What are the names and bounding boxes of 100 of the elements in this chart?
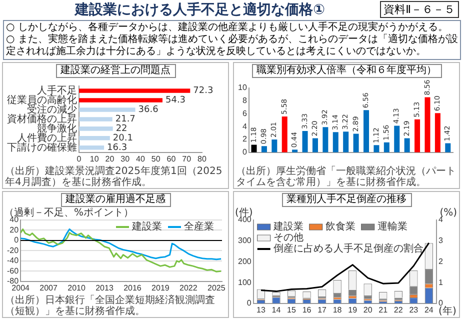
bar bbox=[322, 127, 328, 152]
bar bbox=[79, 108, 136, 112]
bar bbox=[79, 88, 190, 93]
bar bbox=[434, 113, 440, 152]
x-tick-label: 2016 bbox=[124, 283, 142, 292]
bar bbox=[79, 98, 162, 102]
y2-tick-label: 2 bbox=[438, 256, 444, 266]
chart-title: 建設業の雇用過不足感 bbox=[60, 193, 170, 207]
x-tick-label: 19 bbox=[348, 305, 358, 314]
data-label: 21.7 bbox=[115, 114, 136, 125]
x-tick-label: 21 bbox=[378, 305, 388, 314]
x-tick-label: 70 bbox=[182, 154, 192, 164]
x-tick-label: 17 bbox=[318, 305, 328, 314]
x-tick-label: 2004 bbox=[12, 283, 30, 292]
x-tick-label: 2019 bbox=[152, 283, 170, 292]
data-label: 72.3 bbox=[193, 86, 214, 96]
text: （出所）厚生労働省「一般職業紹介状況（パートタイムを含む常用）」を基に財務省作成。 bbox=[235, 166, 457, 188]
y-tick-label: -20 bbox=[7, 246, 20, 255]
x-tick-label: 22 bbox=[394, 305, 404, 314]
y-tick-label: 2 bbox=[242, 134, 248, 144]
legend-label: 倒産に占める人手不足倒産の割合 bbox=[273, 242, 424, 255]
y-tick-label: 400 bbox=[238, 215, 252, 224]
bar bbox=[364, 110, 370, 152]
x-tick-label: 2013 bbox=[96, 283, 114, 292]
y-tick-label: -40 bbox=[7, 256, 20, 266]
y-tick-label: 8 bbox=[242, 96, 248, 106]
chart-title: 建設業の経営上の問題点 bbox=[56, 64, 176, 78]
y-tick-label: 0 bbox=[242, 148, 248, 157]
y-tick-label: 40 bbox=[10, 215, 20, 224]
chart-title: 職業別有効求人倍率（令和６年度平均） bbox=[252, 64, 442, 78]
bar bbox=[343, 132, 349, 152]
bar bbox=[353, 134, 359, 152]
text: 建設業における人手不足と適切な価格① bbox=[75, 2, 325, 18]
bar bbox=[282, 116, 288, 152]
y-tick-label: 資材価格の上昇 bbox=[7, 112, 77, 125]
bar bbox=[312, 138, 318, 152]
bar bbox=[79, 117, 112, 122]
y2-tick-label: 4 bbox=[438, 215, 444, 224]
text: （出所）建設業景況調査2025年度第1回（2025年4月調査）を基に財務省作成。 bbox=[4, 166, 224, 188]
text: 資料Ⅱ－６－５ bbox=[380, 1, 459, 18]
x-tick-label: 60 bbox=[166, 154, 176, 164]
x-tick-label: 80 bbox=[198, 154, 207, 164]
x-tick-label: 23 bbox=[409, 305, 419, 314]
x-tick-label: 10 bbox=[90, 154, 100, 164]
bar bbox=[332, 132, 338, 152]
data-label: 54.3 bbox=[165, 96, 186, 106]
x-tick-label: 20 bbox=[363, 305, 373, 314]
y-tick-label: 10 bbox=[238, 83, 248, 92]
x-tick-label: 2025 bbox=[208, 283, 226, 292]
bar bbox=[424, 97, 430, 152]
legend-label: 全産業 bbox=[184, 220, 214, 233]
bar bbox=[261, 146, 267, 152]
y-tick-label: 0 bbox=[246, 298, 252, 308]
x-tick-label: 40 bbox=[136, 154, 146, 164]
y-tick-label: -60 bbox=[7, 266, 20, 276]
x-tick-label: 13 bbox=[256, 305, 266, 314]
x-tick-label: 14 bbox=[272, 305, 282, 314]
y2-tick-label: 3 bbox=[438, 236, 444, 246]
y-tick-label: 100 bbox=[238, 278, 252, 287]
y-tick-label: 人手不足 bbox=[37, 84, 77, 96]
y-tick-label: 300 bbox=[238, 236, 252, 246]
y-tick-label: 200 bbox=[238, 256, 252, 266]
x-tick-label: 15 bbox=[287, 305, 297, 314]
y-tick-label: 6 bbox=[242, 108, 248, 118]
bar bbox=[384, 142, 390, 152]
legend-label: 建設業 bbox=[131, 220, 162, 233]
data-label: 22 bbox=[116, 124, 128, 134]
legend-label: その他 bbox=[273, 232, 304, 244]
data-label: 20.1 bbox=[112, 134, 133, 144]
x-tick-label: 16 bbox=[302, 305, 312, 314]
y-tick-label: 競争激化 bbox=[37, 122, 77, 134]
legend-label: 建設業 bbox=[272, 220, 304, 233]
bar bbox=[414, 119, 420, 152]
bar bbox=[79, 146, 104, 150]
legend-label: 運輸業 bbox=[377, 220, 408, 233]
y-tick-label: 20 bbox=[10, 225, 20, 234]
bar bbox=[79, 126, 113, 131]
bar bbox=[251, 144, 257, 152]
chart-title: 業種別人手不足倒産の推移 bbox=[282, 193, 412, 207]
x-tick-label: 2007 bbox=[40, 283, 58, 292]
text: ○ また、実態を踏まえた価格転嫁等は進めていく必要があるが、これらのデータは「適切な価格が設定されれば施工余力は十分にある」ような状況を反映しているとは考えにくいのではないか。 bbox=[6, 34, 458, 58]
y2-tick-label: 1 bbox=[438, 278, 444, 287]
x-tick-label: 24 bbox=[424, 305, 434, 314]
x-tick-label: 2022 bbox=[180, 283, 198, 292]
legend-label: 飲食業 bbox=[325, 220, 356, 233]
y-tick-label: 4 bbox=[242, 122, 248, 131]
x-tick-label: 50 bbox=[151, 154, 161, 164]
bar bbox=[79, 136, 110, 140]
data-label: 16.3 bbox=[107, 143, 128, 153]
y-tick-label: -80 bbox=[7, 276, 20, 286]
text: （出所）日本銀行「全国企業短期経済観測調査（短観）」を基に財務省作成。 bbox=[4, 295, 216, 317]
text: ○ しかしながら、各種データからは、建設業の他産業よりも厳しい人手不足の現実がうかがえる。 bbox=[6, 22, 449, 34]
y-tick-label: 人件費の上昇 bbox=[17, 132, 77, 144]
x-tick-label: 30 bbox=[120, 154, 130, 164]
bar bbox=[394, 126, 400, 152]
x-tick-label: 20 bbox=[105, 154, 115, 164]
bar bbox=[374, 145, 380, 152]
x-tick-label: 18 bbox=[332, 305, 342, 314]
x-tick-label: 2010 bbox=[68, 283, 86, 292]
bar bbox=[302, 130, 308, 152]
